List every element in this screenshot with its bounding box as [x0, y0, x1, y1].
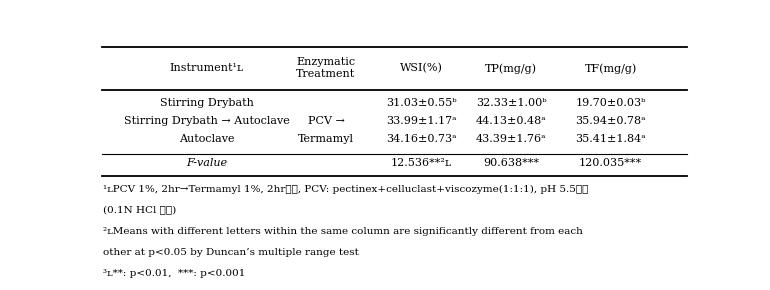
Text: TP(mg/g): TP(mg/g) — [485, 63, 537, 74]
Text: WSI(%): WSI(%) — [400, 63, 443, 73]
Text: 43.39±1.76ᵃ: 43.39±1.76ᵃ — [476, 134, 546, 144]
Text: 44.13±0.48ᵃ: 44.13±0.48ᵃ — [476, 116, 546, 126]
Text: 34.16±0.73ᵃ: 34.16±0.73ᵃ — [387, 134, 457, 144]
Text: Stirring Drybath → Autoclave: Stirring Drybath → Autoclave — [124, 116, 290, 126]
Text: 32.33±1.00ᵇ: 32.33±1.00ᵇ — [476, 98, 546, 108]
Text: Stirring Drybath: Stirring Drybath — [159, 98, 253, 108]
Text: (0.1N HCl 첨가): (0.1N HCl 첨가) — [103, 206, 176, 215]
Text: 19.70±0.03ᵇ: 19.70±0.03ᵇ — [575, 98, 646, 108]
Text: F-value: F-value — [186, 158, 227, 168]
Text: Instrument¹ʟ: Instrument¹ʟ — [169, 63, 243, 73]
Text: 90.638***: 90.638*** — [483, 158, 539, 168]
Text: 33.99±1.17ᵃ: 33.99±1.17ᵃ — [387, 116, 457, 126]
Text: 35.41±1.84ᵃ: 35.41±1.84ᵃ — [575, 134, 646, 144]
Text: PCV →: PCV → — [307, 116, 344, 126]
Text: Autoclave: Autoclave — [179, 134, 234, 144]
Text: ²ʟMeans with different letters within the same column are significantly differen: ²ʟMeans with different letters within th… — [103, 227, 584, 236]
Text: 12.536**²ʟ: 12.536**²ʟ — [391, 158, 452, 168]
Text: 120.035***: 120.035*** — [579, 158, 642, 168]
Text: Enzymatic
Treatment: Enzymatic Treatment — [296, 57, 356, 79]
Text: ¹ʟPCV 1%, 2hr→Termamyl 1%, 2hr처리, PCV: pectinex+celluclast+viscozyme(1:1:1), pH : ¹ʟPCV 1%, 2hr→Termamyl 1%, 2hr처리, PCV: p… — [103, 184, 589, 193]
Text: TF(mg/g): TF(mg/g) — [584, 63, 637, 74]
Text: 31.03±0.55ᵇ: 31.03±0.55ᵇ — [387, 98, 457, 108]
Text: ³ʟ**: p<0.01,  ***: p<0.001: ³ʟ**: p<0.01, ***: p<0.001 — [103, 269, 246, 278]
Text: Termamyl: Termamyl — [298, 134, 354, 144]
Text: other at p<0.05 by Duncan’s multiple range test: other at p<0.05 by Duncan’s multiple ran… — [103, 248, 360, 257]
Text: 35.94±0.78ᵃ: 35.94±0.78ᵃ — [575, 116, 646, 126]
